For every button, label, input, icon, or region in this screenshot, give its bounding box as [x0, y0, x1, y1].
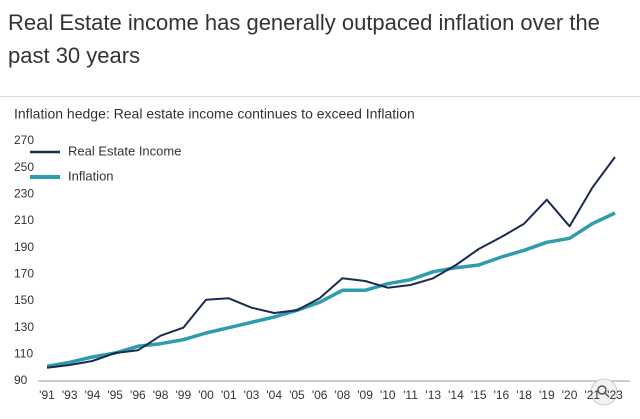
series-line [46, 156, 616, 369]
y-tick-label: 110 [14, 347, 33, 361]
y-tick-label: 270 [14, 133, 34, 147]
x-tick-label: '11 [403, 388, 418, 402]
x-tick-label: '08 [335, 388, 351, 402]
chart: Inflation hedge: Real estate income cont… [14, 106, 630, 406]
x-tick-label: '15 [471, 388, 487, 402]
y-tick-label: 170 [14, 267, 34, 281]
zoom-circle[interactable] [590, 378, 618, 406]
y-tick-label: 150 [14, 293, 34, 307]
x-tick-label: '01 [221, 388, 237, 402]
x-tick-label: '13 [425, 388, 441, 402]
x-tick-label: '95 [107, 388, 123, 402]
chart-subtitle: Inflation hedge: Real estate income cont… [14, 106, 415, 122]
zoom-button[interactable] [590, 378, 618, 406]
y-tick-label: 90 [14, 373, 28, 387]
x-tick-label: '16 [494, 388, 510, 402]
x-tick-label: '99 [175, 388, 191, 402]
y-tick-label: 230 [14, 187, 34, 201]
x-tick-label: '05 [289, 388, 305, 402]
chart-panel: Inflation hedge: Real estate income cont… [0, 96, 640, 414]
x-tick-label: '93 [62, 388, 78, 402]
x-tick-label: '18 [516, 388, 532, 402]
zoom-lens[interactable] [597, 385, 607, 395]
x-tick-label: '14 [448, 388, 464, 402]
zoom-handle[interactable] [604, 392, 610, 398]
y-tick-label: 190 [14, 240, 34, 254]
y-tick-label: 250 [14, 160, 34, 174]
page-title: Real Estate income has generally outpace… [8, 10, 600, 68]
series-line [46, 211, 616, 369]
x-tick-label: '04 [266, 388, 282, 402]
legend-label: Inflation [68, 168, 114, 183]
x-tick-label: '19 [539, 388, 555, 402]
x-tick-label: '03 [244, 388, 260, 402]
x-tick-label: '94 [85, 388, 101, 402]
x-tick-label: '96 [130, 388, 146, 402]
x-tick-label: '20 [562, 388, 578, 402]
x-tick-label: '91 [39, 388, 55, 402]
x-tick-label: '06 [312, 388, 328, 402]
y-tick-label: 210 [14, 213, 34, 227]
x-tick-label: '98 [153, 388, 169, 402]
x-tick-label: '09 [357, 388, 373, 402]
legend-label: Real Estate Income [68, 143, 181, 158]
x-tick-label: '10 [380, 388, 396, 402]
x-tick-label: '21 [584, 388, 600, 402]
x-tick-label: '23 [607, 388, 623, 402]
x-tick-label: '00 [198, 388, 214, 402]
y-tick-label: 130 [14, 320, 34, 334]
